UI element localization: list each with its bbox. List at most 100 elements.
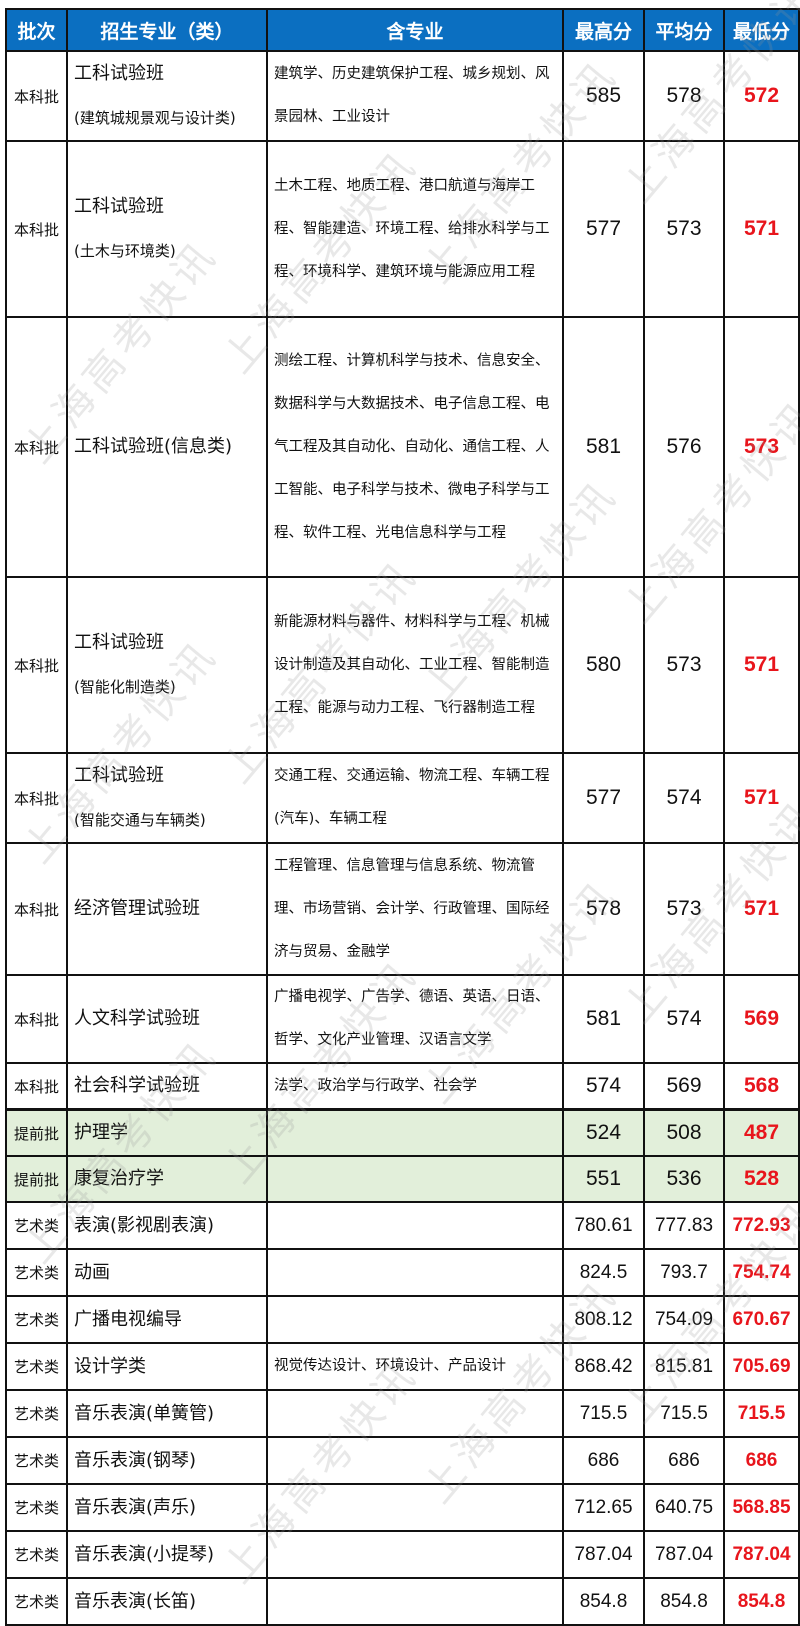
avg-score-cell: 793.7 — [643, 1248, 725, 1297]
max-score-cell: 577 — [562, 140, 645, 318]
max-score-cell: 574 — [562, 1062, 645, 1110]
batch-cell: 提前批 — [5, 1109, 68, 1157]
max-score-cell: 581 — [562, 316, 645, 578]
major-cell: 工科试验班 (土木与环境类) — [66, 140, 268, 318]
major-cell: 工科试验班 (智能化制造类) — [66, 576, 268, 754]
batch-cell: 艺术类 — [5, 1342, 68, 1391]
included-majors-cell — [266, 1155, 564, 1203]
included-majors-cell: 法学、政治学与行政学、社会学 — [266, 1062, 564, 1110]
major-name: 工科试验班 — [74, 765, 164, 786]
batch-cell: 本科批 — [5, 974, 68, 1064]
avg-score-cell: 573 — [643, 842, 725, 976]
min-score-cell: 571 — [723, 140, 800, 318]
table-row: 本科批 工科试验班 (建筑城规景观与设计类) 建筑学、历史建筑保护工程、城乡规划、风景… — [5, 50, 800, 142]
batch-cell: 艺术类 — [5, 1436, 68, 1485]
max-score-cell: 524 — [562, 1109, 645, 1157]
avg-score-cell: 573 — [643, 140, 725, 318]
avg-score-cell: 754.09 — [643, 1295, 725, 1344]
avg-score-cell: 569 — [643, 1062, 725, 1110]
table-row: 艺术类 音乐表演(小提琴) 787.04 787.04 787.04 — [5, 1530, 800, 1579]
min-score-cell: 571 — [723, 842, 800, 976]
major-cell: 工科试验班(信息类) — [66, 316, 268, 578]
min-score-cell: 670.67 — [723, 1295, 800, 1344]
max-score-cell: 686 — [562, 1436, 645, 1485]
min-score-cell: 571 — [723, 752, 800, 844]
major-name: 工科试验班 — [74, 632, 164, 653]
header-batch: 批次 — [5, 8, 68, 52]
included-majors-cell — [266, 1295, 564, 1344]
included-majors-cell: 交通工程、交通运输、物流工程、车辆工程(汽车)、车辆工程 — [266, 752, 564, 844]
major-cell: 表演(影视剧表演) — [66, 1201, 268, 1250]
batch-cell: 本科批 — [5, 50, 68, 142]
batch-cell: 本科批 — [5, 140, 68, 318]
table-row: 本科批 社会科学试验班 法学、政治学与行政学、社会学 574 569 568 — [5, 1062, 800, 1110]
batch-cell: 艺术类 — [5, 1295, 68, 1344]
max-score-cell: 551 — [562, 1155, 645, 1203]
max-score-cell: 787.04 — [562, 1530, 645, 1579]
included-majors-cell: 新能源材料与器件、材料科学与工程、机械设计制造及其自动化、工业工程、智能制造工程… — [266, 576, 564, 754]
table-row: 本科批 工科试验班 (土木与环境类) 土木工程、地质工程、港口航道与海岸工程、智能建造… — [5, 140, 800, 318]
min-score-cell: 573 — [723, 316, 800, 578]
admission-table-main: 批次 招生专业（类） 含专业 最高分 平均分 最低分 本科批 工科试验班 (建筑城规… — [5, 8, 800, 1110]
major-cell: 音乐表演(小提琴) — [66, 1530, 268, 1579]
included-majors-cell — [266, 1436, 564, 1485]
table-row: 提前批 护理学 524 508 487 — [5, 1109, 800, 1157]
avg-score-cell: 573 — [643, 576, 725, 754]
avg-score-cell: 536 — [643, 1155, 725, 1203]
table-row: 本科批 经济管理试验班 工程管理、信息管理与信息系统、物流管理、市场营销、会计学、行… — [5, 842, 800, 976]
table-row: 提前批 康复治疗学 551 536 528 — [5, 1155, 800, 1203]
batch-cell: 艺术类 — [5, 1483, 68, 1532]
major-cell: 音乐表演(钢琴) — [66, 1436, 268, 1485]
min-score-cell: 571 — [723, 576, 800, 754]
table-row: 艺术类 广播电视编导 808.12 754.09 670.67 — [5, 1295, 800, 1344]
table-row: 本科批 工科试验班 (智能交通与车辆类) 交通工程、交通运输、物流工程、车辆工程(汽车… — [5, 752, 800, 844]
table-row: 艺术类 音乐表演(声乐) 712.65 640.75 568.85 — [5, 1483, 800, 1532]
batch-cell: 本科批 — [5, 576, 68, 754]
avg-score-cell: 576 — [643, 316, 725, 578]
table-row: 艺术类 音乐表演(钢琴) 686 686 686 — [5, 1436, 800, 1485]
max-score-cell: 580 — [562, 576, 645, 754]
major-cell: 人文科学试验班 — [66, 974, 268, 1064]
table-row: 艺术类 音乐表演(长笛) 854.8 854.8 854.8 — [5, 1577, 800, 1626]
included-majors-cell — [266, 1248, 564, 1297]
major-name: 工科试验班 — [74, 63, 164, 84]
header-included: 含专业 — [266, 8, 564, 52]
major-cell: 音乐表演(单簧管) — [66, 1389, 268, 1438]
included-majors-cell — [266, 1577, 564, 1626]
admission-table-other: 提前批 护理学 524 508 487 提前批 康复治疗学 551 536 528 艺术类 表演(影视… — [5, 1109, 800, 1626]
max-score-cell: 585 — [562, 50, 645, 142]
min-score-cell: 568 — [723, 1062, 800, 1110]
included-majors-cell: 视觉传达设计、环境设计、产品设计 — [266, 1342, 564, 1391]
max-score-cell: 712.65 — [562, 1483, 645, 1532]
major-cell: 经济管理试验班 — [66, 842, 268, 976]
max-score-cell: 578 — [562, 842, 645, 976]
min-score-cell: 772.93 — [723, 1201, 800, 1250]
table-row: 艺术类 音乐表演(单簧管) 715.5 715.5 715.5 — [5, 1389, 800, 1438]
avg-score-cell: 686 — [643, 1436, 725, 1485]
min-score-cell: 528 — [723, 1155, 800, 1203]
major-cell: 护理学 — [66, 1109, 268, 1157]
max-score-cell: 824.5 — [562, 1248, 645, 1297]
major-cell: 康复治疗学 — [66, 1155, 268, 1203]
batch-cell: 艺术类 — [5, 1577, 68, 1626]
major-cell: 动画 — [66, 1248, 268, 1297]
header-max: 最高分 — [562, 8, 645, 52]
major-cell: 音乐表演(长笛) — [66, 1577, 268, 1626]
batch-cell: 本科批 — [5, 316, 68, 578]
major-name: 社会科学试验班 — [74, 1075, 200, 1096]
major-subtitle: (建筑城规景观与设计类) — [74, 109, 236, 127]
batch-cell: 艺术类 — [5, 1530, 68, 1579]
max-score-cell: 868.42 — [562, 1342, 645, 1391]
max-score-cell: 715.5 — [562, 1389, 645, 1438]
batch-cell: 艺术类 — [5, 1248, 68, 1297]
table-row: 艺术类 设计学类 视觉传达设计、环境设计、产品设计 868.42 815.81 705.6… — [5, 1342, 800, 1391]
major-cell: 音乐表演(声乐) — [66, 1483, 268, 1532]
major-name: 人文科学试验班 — [74, 1008, 200, 1029]
table-row: 本科批 人文科学试验班 广播电视学、广告学、德语、英语、日语、哲学、文化产业管理、汉… — [5, 974, 800, 1064]
batch-cell: 艺术类 — [5, 1201, 68, 1250]
major-subtitle: (智能化制造类) — [74, 678, 176, 696]
table-row: 本科批 工科试验班(信息类) 测绘工程、计算机科学与技术、信息安全、数据科学与大数据… — [5, 316, 800, 578]
included-majors-cell — [266, 1483, 564, 1532]
avg-score-cell: 574 — [643, 974, 725, 1064]
avg-score-cell: 578 — [643, 50, 725, 142]
